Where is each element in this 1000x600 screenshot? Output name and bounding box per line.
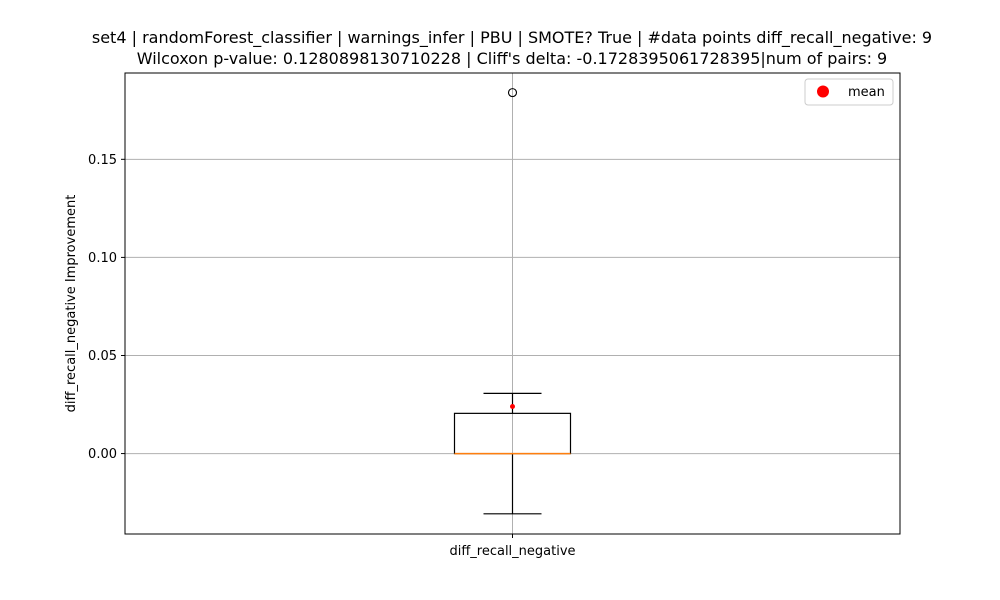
y-tick-label: 0.05 — [88, 349, 117, 364]
legend-mean-label: mean — [848, 85, 885, 100]
y-axis-label: diff_recall_negative Improvement — [64, 195, 79, 413]
y-tick-label: 0.00 — [88, 447, 117, 462]
legend-mean-marker — [817, 85, 829, 98]
axis-layer: 0.00 0.05 0.10 0.15 diff_recall_negative — [88, 153, 575, 559]
chart-title-line2: Wilcoxon p-value: 0.1280898130710228 | C… — [137, 49, 887, 68]
outlier-point — [507, 88, 518, 98]
y-tick-label: 0.10 — [88, 251, 117, 266]
chart-title-line1: set4 | randomForest_classifier | warning… — [92, 28, 932, 48]
mean-point — [510, 403, 515, 409]
grid-layer — [125, 73, 900, 534]
legend-box — [804, 78, 894, 106]
y-tick-label: 0.15 — [88, 153, 117, 168]
legend: mean — [804, 78, 894, 106]
plot-layer — [453, 88, 572, 515]
x-tick-label: diff_recall_negative — [449, 544, 575, 559]
